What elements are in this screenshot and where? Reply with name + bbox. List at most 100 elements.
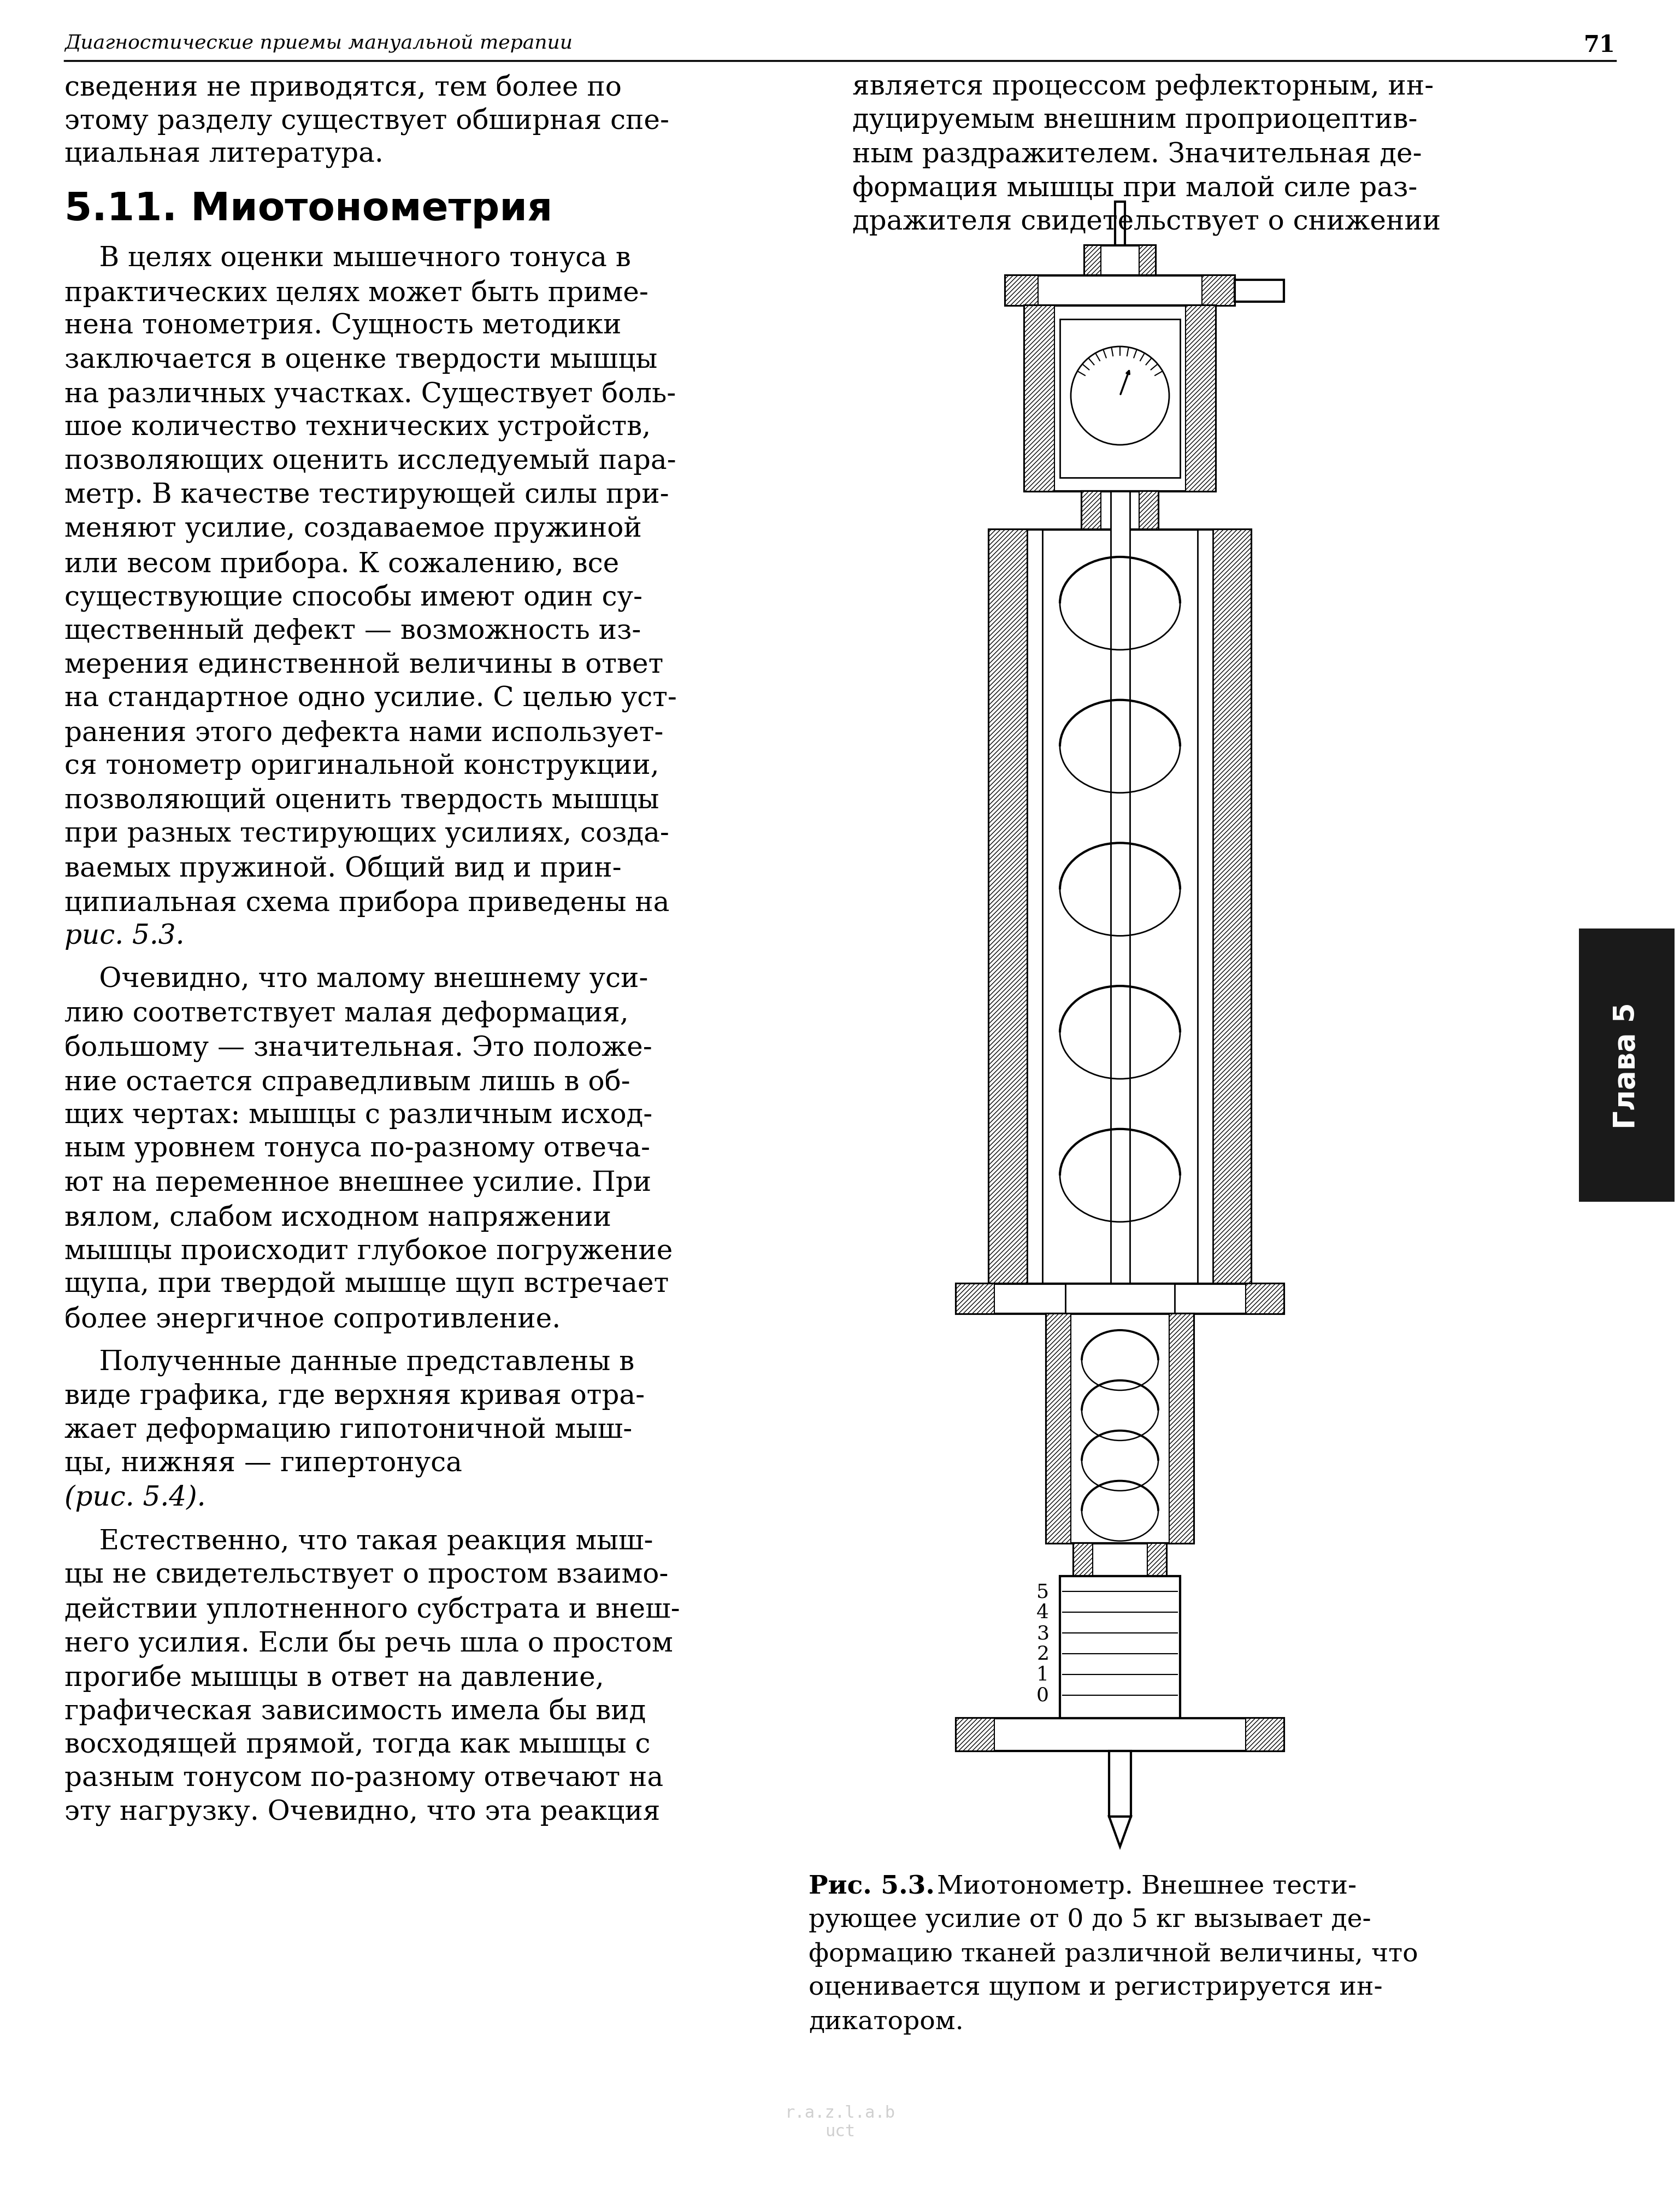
Bar bbox=[1139, 491, 1158, 530]
Text: r.a.z.l.a.b
uct: r.a.z.l.a.b uct bbox=[785, 2104, 895, 2139]
Circle shape bbox=[1070, 346, 1169, 445]
Bar bbox=[1082, 491, 1158, 530]
Text: дуцируемым внешним проприоцептив-: дуцируемым внешним проприоцептив- bbox=[852, 107, 1418, 134]
Bar bbox=[1025, 307, 1055, 491]
Text: формацию тканей различной величины, что: формацию тканей различной величины, что bbox=[808, 1942, 1418, 1966]
Text: рующее усилие от 0 до 5 кг вызывает де-: рующее усилие от 0 до 5 кг вызывает де- bbox=[808, 1907, 1371, 1933]
Text: щупа, при твердой мышце щуп встречает: щупа, при твердой мышце щуп встречает bbox=[64, 1271, 669, 1298]
Text: (рис. 5.4).: (рис. 5.4). bbox=[64, 1484, 205, 1512]
Text: на стандартное одно усилие. С целью уст-: на стандартное одно усилие. С целью уст- bbox=[64, 686, 677, 712]
Text: Рис. 5.3.: Рис. 5.3. bbox=[808, 1874, 934, 1898]
Text: 5.11. Миотонометрия: 5.11. Миотонометрия bbox=[64, 191, 553, 228]
Text: Очевидно, что малому внешнему уси-: Очевидно, что малому внешнему уси- bbox=[64, 967, 648, 993]
Bar bbox=[1060, 320, 1179, 478]
Text: 5: 5 bbox=[1037, 1583, 1048, 1600]
Text: Миотонометр. Внешнее тести-: Миотонометр. Внешнее тести- bbox=[929, 1874, 1357, 1898]
Text: Естественно, что такая реакция мыш-: Естественно, что такая реакция мыш- bbox=[64, 1528, 654, 1554]
Text: дикатором.: дикатором. bbox=[808, 2010, 964, 2034]
Bar bbox=[956, 1285, 995, 1313]
Text: действии уплотненного субстрата и внеш-: действии уплотненного субстрата и внеш- bbox=[64, 1596, 680, 1624]
Bar bbox=[1186, 307, 1216, 491]
Bar bbox=[1074, 1543, 1092, 1576]
Bar bbox=[1198, 530, 1213, 1285]
Bar bbox=[1579, 929, 1675, 1201]
Text: ципиальная схема прибора приведены на: ципиальная схема прибора приведены на bbox=[64, 890, 669, 916]
Text: эту нагрузку. Очевидно, что эта реакция: эту нагрузку. Очевидно, что эта реакция bbox=[64, 1800, 660, 1826]
Bar bbox=[1116, 202, 1126, 246]
Bar bbox=[1245, 1719, 1284, 1751]
Text: метр. В качестве тестирующей силы при-: метр. В качестве тестирующей силы при- bbox=[64, 482, 669, 509]
Text: шое количество технических устройств,: шое количество технических устройств, bbox=[64, 414, 650, 443]
Text: циальная литература.: циальная литература. bbox=[64, 142, 383, 169]
Text: или весом прибора. К сожалению, все: или весом прибора. К сожалению, все bbox=[64, 550, 620, 579]
Text: ным раздражителем. Значительная де-: ным раздражителем. Значительная де- bbox=[852, 142, 1421, 169]
Text: жает деформацию гипотоничной мыш-: жает деформацию гипотоничной мыш- bbox=[64, 1416, 632, 1445]
Text: при разных тестирующих усилиях, созда-: при разных тестирующих усилиях, созда- bbox=[64, 822, 669, 848]
Text: В целях оценки мышечного тонуса в: В целях оценки мышечного тонуса в bbox=[64, 246, 632, 272]
Text: на различных участках. Существует боль-: на различных участках. Существует боль- bbox=[64, 381, 675, 408]
Text: ся тонометр оригинальной конструкции,: ся тонометр оригинальной конструкции, bbox=[64, 754, 659, 780]
Bar bbox=[1085, 246, 1156, 276]
Text: мерения единственной величины в ответ: мерения единственной величины в ответ bbox=[64, 651, 664, 680]
Text: прогибе мышцы в ответ на давление,: прогибе мышцы в ответ на давление, bbox=[64, 1664, 605, 1692]
Bar bbox=[1139, 246, 1156, 276]
Bar bbox=[1005, 276, 1235, 307]
Bar bbox=[1235, 281, 1284, 302]
Text: графическая зависимость имела бы вид: графическая зависимость имела бы вид bbox=[64, 1697, 645, 1725]
Text: 71: 71 bbox=[1584, 33, 1616, 57]
Text: сведения не приводятся, тем более по: сведения не приводятся, тем более по bbox=[64, 75, 622, 101]
Text: существующие способы имеют один су-: существующие способы имеют один су- bbox=[64, 583, 642, 612]
Text: 3: 3 bbox=[1037, 1624, 1048, 1642]
Text: ранения этого дефекта нами использует-: ранения этого дефекта нами использует- bbox=[64, 719, 664, 747]
Bar bbox=[1110, 491, 1129, 1394]
Text: большому — значительная. Это положе-: большому — значительная. Это положе- bbox=[64, 1035, 652, 1063]
Text: разным тонусом по-разному отвечают на: разным тонусом по-разному отвечают на bbox=[64, 1765, 664, 1793]
Text: ние остается справедливым лишь в об-: ние остается справедливым лишь в об- bbox=[64, 1068, 630, 1096]
Text: формация мышцы при малой силе раз-: формация мышцы при малой силе раз- bbox=[852, 175, 1418, 202]
Bar bbox=[990, 530, 1026, 1285]
Text: Глава 5: Глава 5 bbox=[1613, 1002, 1641, 1129]
Bar bbox=[956, 1719, 1284, 1751]
Bar bbox=[956, 1719, 995, 1751]
Text: мышцы происходит глубокое погружение: мышцы происходит глубокое погружение bbox=[64, 1238, 672, 1265]
Bar bbox=[1213, 530, 1252, 1285]
Bar bbox=[1109, 1751, 1131, 1817]
Text: заключается в оценке твердости мышцы: заключается в оценке твердости мышцы bbox=[64, 346, 657, 375]
Text: позволяющий оценить твердость мышцы: позволяющий оценить твердость мышцы bbox=[64, 787, 659, 813]
Bar bbox=[1074, 1543, 1166, 1576]
Text: щих чертах: мышцы с различным исход-: щих чертах: мышцы с различным исход- bbox=[64, 1103, 652, 1129]
Bar bbox=[1025, 307, 1216, 491]
Bar bbox=[1026, 530, 1042, 1285]
Text: рис. 5.3.: рис. 5.3. bbox=[64, 923, 185, 949]
Bar bbox=[1005, 276, 1038, 307]
Bar bbox=[1065, 1285, 1174, 1313]
Text: 4: 4 bbox=[1037, 1602, 1048, 1622]
Text: нена тонометрия. Сущность методики: нена тонометрия. Сущность методики bbox=[64, 313, 622, 340]
Bar bbox=[1169, 1313, 1194, 1543]
Text: этому разделу существует обширная спе-: этому разделу существует обширная спе- bbox=[64, 107, 669, 136]
Bar bbox=[1060, 1576, 1179, 1719]
Text: виде графика, где верхняя кривая отра-: виде графика, где верхняя кривая отра- bbox=[64, 1383, 645, 1409]
Text: 0: 0 bbox=[1037, 1686, 1048, 1705]
Text: дражителя свидетельствует о снижении: дражителя свидетельствует о снижении bbox=[852, 208, 1441, 237]
Text: более энергичное сопротивление.: более энергичное сопротивление. bbox=[64, 1304, 561, 1333]
Bar bbox=[1047, 1313, 1194, 1543]
Text: него усилия. Если бы речь шла о простом: него усилия. Если бы речь шла о простом bbox=[64, 1631, 674, 1657]
Text: вялом, слабом исходном напряжении: вялом, слабом исходном напряжении bbox=[64, 1203, 612, 1232]
Bar bbox=[1082, 491, 1100, 530]
Text: восходящей прямой, тогда как мышцы с: восходящей прямой, тогда как мышцы с bbox=[64, 1732, 650, 1758]
Polygon shape bbox=[1109, 1817, 1131, 1846]
Text: цы не свидетельствует о простом взаимо-: цы не свидетельствует о простом взаимо- bbox=[64, 1563, 669, 1589]
Text: Полученные данные представлены в: Полученные данные представлены в bbox=[64, 1348, 635, 1377]
Text: ваемых пружиной. Общий вид и прин-: ваемых пружиной. Общий вид и прин- bbox=[64, 855, 622, 883]
Text: меняют усилие, создаваемое пружиной: меняют усилие, создаваемое пружиной bbox=[64, 517, 642, 544]
Text: щественный дефект — возможность из-: щественный дефект — возможность из- bbox=[64, 618, 642, 644]
Text: оценивается щупом и регистрируется ин-: оценивается щупом и регистрируется ин- bbox=[808, 1975, 1383, 2001]
Text: 1: 1 bbox=[1037, 1666, 1048, 1683]
Text: ным уровнем тонуса по-разному отвеча-: ным уровнем тонуса по-разному отвеча- bbox=[64, 1135, 650, 1164]
Text: практических целях может быть приме-: практических целях может быть приме- bbox=[64, 278, 648, 307]
Bar bbox=[956, 1285, 1284, 1313]
Text: цы, нижняя — гипертонуса: цы, нижняя — гипертонуса bbox=[64, 1451, 470, 1477]
Text: позволяющих оценить исследуемый пара-: позволяющих оценить исследуемый пара- bbox=[64, 449, 675, 476]
Text: является процессом рефлекторным, ин-: является процессом рефлекторным, ин- bbox=[852, 75, 1433, 101]
